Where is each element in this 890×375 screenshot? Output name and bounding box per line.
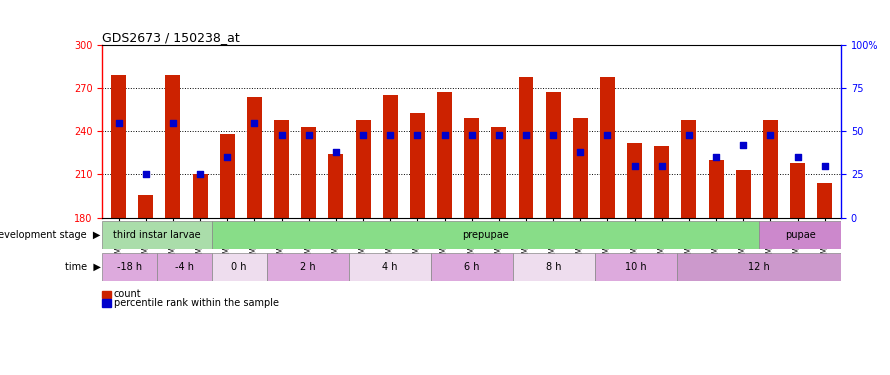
Point (790, 154, 805, 160)
Bar (212, 221, 759, 249)
Bar (220, 134, 235, 218)
Point (764, 132, 778, 138)
Bar (111, 75, 126, 217)
Text: development stage  ▶: development stage ▶ (0, 230, 101, 240)
Bar (328, 154, 344, 218)
Text: third instar larvae: third instar larvae (113, 230, 201, 240)
Point (302, 132, 316, 138)
Bar (595, 253, 677, 281)
Bar (677, 253, 841, 281)
Point (383, 132, 397, 138)
Bar (247, 97, 262, 218)
Bar (274, 120, 289, 218)
Bar (654, 146, 669, 218)
Bar (102, 253, 157, 281)
Point (328, 149, 343, 155)
Text: count: count (114, 290, 142, 299)
Bar (736, 170, 751, 217)
Bar (431, 253, 513, 281)
Point (111, 120, 125, 126)
Point (166, 120, 180, 126)
Bar (465, 118, 479, 218)
Bar (759, 221, 841, 249)
Text: time  ▶: time ▶ (65, 262, 101, 272)
Point (465, 132, 479, 138)
Point (818, 163, 832, 169)
Point (247, 120, 262, 126)
Text: 0 h: 0 h (231, 262, 247, 272)
Point (601, 132, 615, 138)
Text: pupae: pupae (785, 230, 815, 240)
Bar (212, 253, 266, 281)
Bar (102, 221, 212, 249)
Text: 6 h: 6 h (464, 262, 480, 272)
Text: prepupae: prepupae (462, 230, 509, 240)
Point (709, 154, 724, 160)
Text: -18 h: -18 h (117, 262, 142, 272)
Bar (546, 93, 561, 218)
Bar (383, 95, 398, 218)
Point (736, 142, 750, 148)
Point (220, 154, 234, 160)
Bar (817, 183, 832, 218)
Point (627, 163, 642, 169)
Text: 4 h: 4 h (382, 262, 397, 272)
Text: 12 h: 12 h (748, 262, 770, 272)
Point (356, 132, 370, 138)
Point (437, 132, 451, 138)
Bar (437, 93, 452, 218)
Point (139, 171, 153, 177)
Bar (573, 118, 587, 218)
Point (682, 132, 696, 138)
Point (410, 132, 425, 138)
Text: percentile rank within the sample: percentile rank within the sample (114, 298, 279, 308)
Bar (192, 174, 207, 217)
Bar (157, 253, 212, 281)
Point (492, 132, 506, 138)
Bar (627, 143, 642, 218)
Bar (682, 120, 697, 218)
Bar (763, 120, 778, 218)
Bar (166, 75, 181, 217)
Bar (138, 195, 153, 217)
Point (519, 132, 533, 138)
Bar (790, 163, 805, 218)
Point (655, 163, 669, 169)
Text: -4 h: -4 h (175, 262, 194, 272)
Point (193, 171, 207, 177)
Text: GDS2673 / 150238_at: GDS2673 / 150238_at (102, 31, 240, 44)
Text: 8 h: 8 h (546, 262, 562, 272)
Point (546, 132, 561, 138)
Bar (519, 76, 533, 218)
Text: 10 h: 10 h (625, 262, 647, 272)
Bar (356, 120, 370, 218)
Bar (708, 160, 724, 218)
Bar (410, 112, 425, 218)
Bar (349, 253, 431, 281)
Bar (266, 253, 349, 281)
Bar (491, 127, 506, 218)
Bar (513, 253, 595, 281)
Text: 2 h: 2 h (300, 262, 315, 272)
Bar (302, 127, 316, 218)
Point (274, 132, 288, 138)
Bar (600, 76, 615, 218)
Point (573, 149, 587, 155)
